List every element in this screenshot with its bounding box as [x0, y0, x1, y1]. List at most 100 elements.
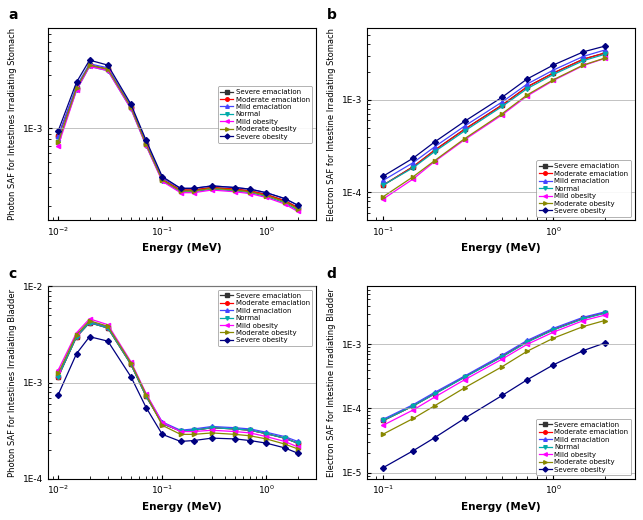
Normal: [498, 103, 506, 110]
Normal: [127, 106, 135, 112]
Severe obesity: [498, 392, 506, 398]
Severe emaciation: [431, 391, 439, 397]
Moderate emaciation: [410, 163, 417, 170]
Moderate emaciation: [158, 421, 166, 427]
Y-axis label: Electron SAF for Intestine Irradiating Stomach: Electron SAF for Intestine Irradiating S…: [327, 28, 336, 220]
Mild obesity: [281, 438, 289, 445]
Severe obesity: [262, 190, 270, 196]
Moderate obesity: [281, 441, 289, 447]
Line: Normal: Normal: [56, 320, 300, 445]
Moderate obesity: [601, 55, 608, 61]
Moderate emaciation: [55, 374, 62, 380]
Line: Moderate obesity: Moderate obesity: [56, 319, 300, 451]
Mild obesity: [262, 194, 270, 201]
Moderate obesity: [246, 189, 254, 195]
Severe emaciation: [410, 402, 417, 409]
Moderate obesity: [86, 318, 93, 324]
Mild obesity: [142, 142, 150, 149]
Moderate emaciation: [379, 182, 387, 188]
Mild emaciation: [142, 392, 150, 398]
Mild obesity: [55, 367, 62, 373]
Mild emaciation: [410, 401, 417, 408]
Severe emaciation: [86, 319, 93, 326]
Mild obesity: [177, 190, 185, 196]
Mild emaciation: [601, 47, 608, 53]
Moderate emaciation: [294, 204, 302, 211]
Moderate obesity: [142, 392, 150, 398]
Mild obesity: [410, 176, 417, 182]
Severe emaciation: [177, 187, 185, 193]
Normal: [190, 427, 197, 433]
Mild emaciation: [73, 332, 80, 339]
Line: Moderate emaciation: Moderate emaciation: [56, 63, 300, 210]
Mild emaciation: [431, 389, 439, 396]
Severe obesity: [379, 464, 387, 471]
Mild obesity: [431, 394, 439, 400]
Mild emaciation: [142, 139, 150, 146]
Mild obesity: [177, 428, 185, 435]
Severe emaciation: [601, 310, 608, 316]
Moderate obesity: [104, 323, 112, 329]
Normal: [550, 71, 557, 77]
Severe obesity: [73, 350, 80, 357]
Normal: [158, 421, 166, 427]
Mild emaciation: [73, 83, 80, 89]
Moderate emaciation: [281, 198, 289, 204]
Mild emaciation: [246, 426, 254, 432]
Severe obesity: [231, 185, 239, 191]
Severe emaciation: [73, 85, 80, 91]
Mild obesity: [550, 77, 557, 84]
Line: Normal: Normal: [381, 52, 607, 187]
Mild obesity: [294, 209, 302, 215]
Moderate obesity: [208, 185, 216, 191]
Mild emaciation: [208, 423, 216, 430]
Mild obesity: [208, 427, 216, 433]
Normal: [460, 128, 468, 134]
Normal: [86, 319, 93, 326]
Moderate obesity: [281, 199, 289, 205]
Line: Severe emaciation: Severe emaciation: [381, 311, 607, 423]
Legend: Severe emaciation, Moderate emaciation, Mild emaciation, Normal, Mild obesity, M: Severe emaciation, Moderate emaciation, …: [536, 160, 631, 217]
Moderate emaciation: [104, 66, 112, 72]
Moderate obesity: [579, 62, 587, 68]
Mild emaciation: [158, 175, 166, 181]
Normal: [410, 164, 417, 171]
X-axis label: Energy (MeV): Energy (MeV): [142, 243, 222, 253]
Moderate emaciation: [231, 426, 239, 432]
Line: Severe obesity: Severe obesity: [381, 44, 607, 178]
Normal: [550, 327, 557, 333]
Normal: [410, 402, 417, 409]
Moderate emaciation: [410, 402, 417, 409]
Severe emaciation: [142, 393, 150, 399]
Moderate emaciation: [127, 104, 135, 110]
Severe emaciation: [431, 147, 439, 153]
Mild obesity: [127, 359, 135, 365]
Mild emaciation: [55, 133, 62, 139]
Moderate obesity: [177, 188, 185, 194]
Line: Mild obesity: Mild obesity: [381, 313, 607, 427]
Text: a: a: [8, 8, 17, 22]
X-axis label: Energy (MeV): Energy (MeV): [461, 243, 541, 253]
Moderate obesity: [104, 66, 112, 72]
Line: Normal: Normal: [381, 311, 607, 423]
Mild emaciation: [262, 429, 270, 435]
Y-axis label: Photon SAF for Intestines Irradiating Bladder: Photon SAF for Intestines Irradiating Bl…: [8, 289, 17, 477]
Normal: [177, 189, 185, 195]
Mild obesity: [460, 376, 468, 383]
Moderate obesity: [86, 62, 93, 68]
Severe emaciation: [601, 50, 608, 56]
Severe obesity: [281, 445, 289, 451]
Mild obesity: [127, 106, 135, 112]
Line: Mild obesity: Mild obesity: [381, 56, 607, 201]
Moderate obesity: [379, 193, 387, 200]
Mild emaciation: [190, 185, 197, 191]
Moderate emaciation: [460, 126, 468, 133]
Moderate emaciation: [208, 185, 216, 191]
Severe emaciation: [86, 62, 93, 68]
Severe obesity: [246, 437, 254, 444]
Normal: [55, 374, 62, 380]
Severe emaciation: [379, 418, 387, 424]
Normal: [262, 193, 270, 200]
Severe emaciation: [579, 56, 587, 62]
Normal: [231, 426, 239, 432]
